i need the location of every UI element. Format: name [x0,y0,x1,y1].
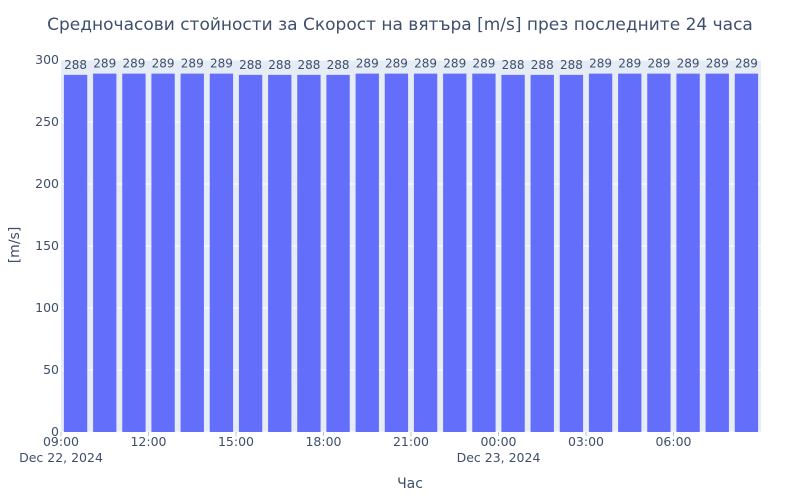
bar-value-label: 289 [152,57,175,71]
x-tick-label: 03:00 [568,434,604,449]
x-tick-date-label: Dec 23, 2024 [457,450,541,465]
bar [268,74,292,432]
y-tick-label: 100 [35,300,59,315]
bar-value-label: 288 [327,58,350,72]
bar [63,74,88,432]
bar [122,73,146,432]
y-axis-ticks: 0 50 100 150 200 250 300 [35,52,59,439]
bar-value-label: 289 [210,57,233,71]
bar [238,74,263,432]
bar [151,73,175,432]
bar [93,73,117,432]
bar-value-label: 289 [414,57,437,71]
y-tick-label: 0 [51,424,59,439]
bar-value-label: 289 [589,57,612,71]
x-tick-label: 18:00 [305,434,341,449]
bar-value-label: 288 [297,58,320,72]
x-tick-label: 21:00 [393,434,429,449]
x-tick-label: 12:00 [130,434,166,449]
bar-value-label: 288 [502,58,525,72]
bar [588,73,613,432]
gridlines [61,59,761,433]
bar [705,73,729,432]
x-axis-title: Час [397,476,423,492]
bar-value-label: 289 [93,57,116,71]
bar [501,74,525,432]
y-axis-title: [m/s] [7,227,23,264]
bar-value-label: 289 [122,57,145,71]
bar-value-label: 288 [64,58,87,72]
bar-value-label: 289 [472,57,495,71]
bar [676,73,700,432]
bar-value-label: 288 [268,58,291,72]
bar [209,73,234,432]
bar [180,73,204,432]
bar-value-label: 289 [706,57,729,71]
x-tick-label: 15:00 [218,434,254,449]
bar [443,73,467,432]
bar [530,74,554,432]
x-tick-label: 06:00 [655,434,691,449]
bar [326,74,350,432]
bar-value-label: 289 [385,57,408,71]
y-tick-label: 200 [35,176,59,191]
bar [472,73,496,432]
chart-title: Средночасови стойности за Скорост на вят… [47,15,753,35]
bar-labels: 288 289 289 289 289 289 288 288 288 288 289 289 289 2… [64,57,758,72]
y-tick-label: 250 [35,114,59,129]
bars [63,73,759,432]
bar-value-label: 288 [239,58,262,72]
bar [355,73,379,432]
bar-value-label: 289 [443,57,466,71]
bar-value-label: 288 [531,58,554,72]
bar [297,74,321,432]
bar-value-label: 289 [735,57,758,71]
y-tick-label: 50 [43,362,59,377]
bar-value-label: 289 [618,57,641,71]
bar-value-label: 289 [677,57,700,71]
bar [559,74,584,432]
bar [734,73,759,432]
bar-value-label: 288 [560,58,583,72]
x-tick-date-label: Dec 22, 2024 [19,450,103,465]
bar [384,73,409,432]
x-tick-label: 09:00 [43,434,79,449]
bar-value-label: 289 [647,57,670,71]
bar-value-label: 289 [356,57,379,71]
bar [647,73,671,432]
y-tick-label: 150 [35,238,59,253]
bar-value-label: 289 [181,57,204,71]
x-tick-label: 00:00 [480,434,516,449]
bar [618,73,642,432]
y-tick-label: 300 [35,52,59,67]
bar [413,73,438,432]
